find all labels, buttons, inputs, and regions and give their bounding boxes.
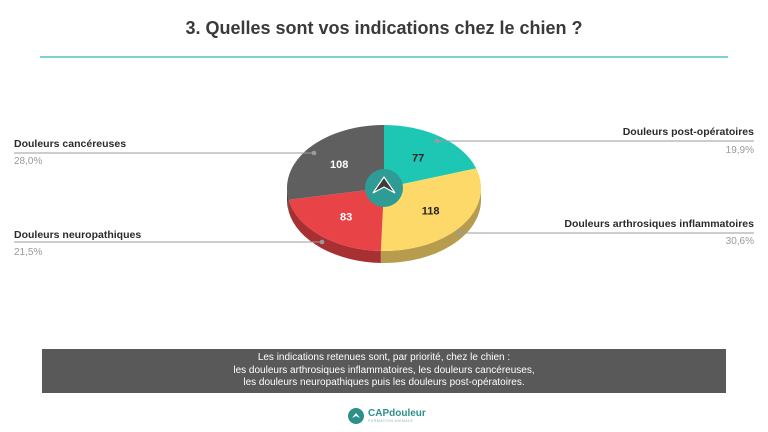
legend-percent-arthrosis: 30,6% (725, 236, 754, 247)
pie-chart: 77 118 83 108 (14, 125, 754, 263)
pie-slice-2 (288, 188, 384, 251)
summary-line-1: Les indications retenues sont, par prior… (257, 352, 511, 364)
chart-title: 3. Quelles sont vos indications chez le … (185, 18, 583, 38)
data-label-2: 83 (340, 212, 352, 224)
pie-slice-1 (380, 168, 481, 251)
capdouleur-logo-icon (348, 408, 364, 424)
center-emblem-icon (365, 169, 403, 207)
pie-side-1 (380, 188, 481, 263)
leader-dot-0 (434, 138, 440, 144)
data-label-0: 77 (412, 152, 424, 164)
leader-dot-2 (319, 239, 325, 245)
summary-line-2: les douleurs arthrosiques inflammatoires… (233, 364, 535, 376)
pie-side-walls (287, 188, 481, 263)
brand-logo: CAPdouleur FORMATION ANIMALE (348, 406, 426, 426)
title-divider (40, 56, 728, 58)
legend-percent-postop: 19,9% (725, 145, 754, 156)
legend-percent-cancer: 28,0% (14, 156, 43, 167)
leader-dot-3 (311, 150, 317, 156)
leader-dot-1 (456, 230, 462, 236)
brand-name: CAPdouleur (368, 407, 426, 419)
pie-slice-3 (287, 125, 384, 200)
legend-percent-neuropathic: 21,5% (14, 247, 43, 258)
legend-label-postop: Douleurs post-opératoires (622, 126, 754, 138)
legend-label-neuropathic: Douleurs neuropathiques (14, 229, 142, 241)
brand-tagline: FORMATION ANIMALE (368, 418, 414, 423)
summary-box: Les indications retenues sont, par prior… (42, 349, 726, 393)
pie-side-2 (288, 199, 381, 263)
summary-line-3: les douleurs neuropathiques puis les dou… (243, 377, 525, 389)
legend-label-arthrosis: Douleurs arthrosiques inflammatoires (564, 218, 754, 230)
pie-side-3 (287, 188, 289, 212)
data-label-3: 108 (330, 159, 348, 171)
legend-label-cancer: Douleurs cancéreuses (14, 138, 127, 150)
center-emblem-mark (372, 175, 396, 194)
pie-slice-0 (384, 125, 477, 188)
data-label-1: 118 (422, 206, 440, 218)
